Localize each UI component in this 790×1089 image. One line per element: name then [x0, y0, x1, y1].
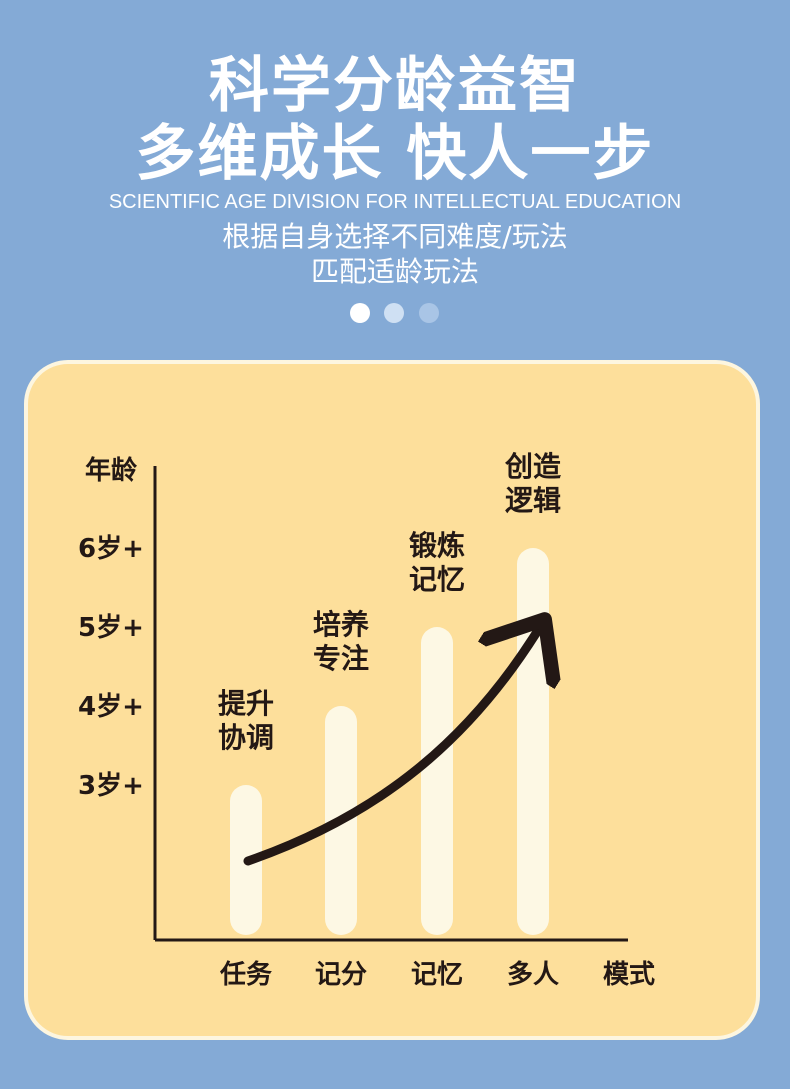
- y-tick-label-3: 5岁+: [78, 612, 144, 643]
- x-tick-label-3: 记忆: [411, 960, 463, 990]
- bars-layer: [230, 548, 549, 935]
- page-title-line-2: 多维成长 快人一步: [135, 119, 655, 189]
- pagination-dot-2[interactable]: [384, 303, 404, 323]
- bar-annotation-3-line-1: 锻炼: [409, 529, 465, 562]
- trend-arrow: [243, 627, 540, 866]
- pagination-dots: [348, 303, 444, 325]
- x-tick-label-4: 多人: [507, 960, 559, 990]
- bar-annotation-3-line-2: 记忆: [409, 563, 465, 596]
- pagination-dot-1[interactable]: [350, 303, 370, 323]
- bar-annotation-1-line-1: 提升: [218, 687, 274, 720]
- y-tick-label-4: 6岁+: [78, 533, 144, 564]
- bar-annotation-2-line-1: 培养: [313, 608, 369, 641]
- chart-card: [24, 360, 760, 1040]
- bar-annotation-4-line-2: 逻辑: [505, 484, 561, 517]
- subtitle-english: SCIENTIFIC AGE DIVISION FOR INTELLECTUAL…: [108, 191, 682, 213]
- x-tick-label-2: 记分: [315, 960, 367, 990]
- bar-annotation-1-line-2: 协调: [218, 721, 274, 754]
- bar-3: [421, 627, 453, 935]
- subtitle-chinese-line-2: 匹配适龄玩法: [310, 255, 479, 288]
- subtitle-chinese-line-1: 根据自身选择不同难度/玩法: [222, 220, 568, 253]
- page-title-line-1: 科学分龄益智: [209, 51, 581, 121]
- y-axis-label: 年龄: [85, 455, 138, 486]
- x-tick-label-1: 任务: [219, 960, 272, 990]
- x-axis-label: 模式: [603, 960, 655, 990]
- y-tick-label-2: 4岁+: [78, 691, 144, 722]
- bar-annotation-4-line-1: 创造: [504, 450, 561, 483]
- y-tick-label-1: 3岁+: [78, 770, 144, 801]
- bar-4: [517, 548, 549, 935]
- pagination-dot-3[interactable]: [419, 303, 439, 323]
- bar-annotation-2-line-2: 专注: [313, 642, 369, 675]
